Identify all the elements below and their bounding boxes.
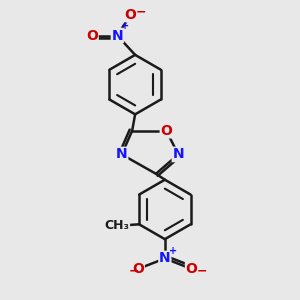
Text: +: + [169,245,177,256]
Text: −: − [136,6,146,19]
Text: O: O [125,8,136,22]
Text: O: O [186,262,197,276]
Text: N: N [116,148,128,161]
Text: N: N [159,251,171,266]
Text: O: O [86,28,98,43]
Text: N: N [172,148,184,161]
Text: −: − [197,265,207,278]
Text: CH₃: CH₃ [104,219,129,232]
Text: O: O [132,262,144,276]
Text: N: N [112,28,123,43]
Text: −: − [129,265,139,278]
Text: +: + [122,20,130,31]
Text: O: O [160,124,172,138]
